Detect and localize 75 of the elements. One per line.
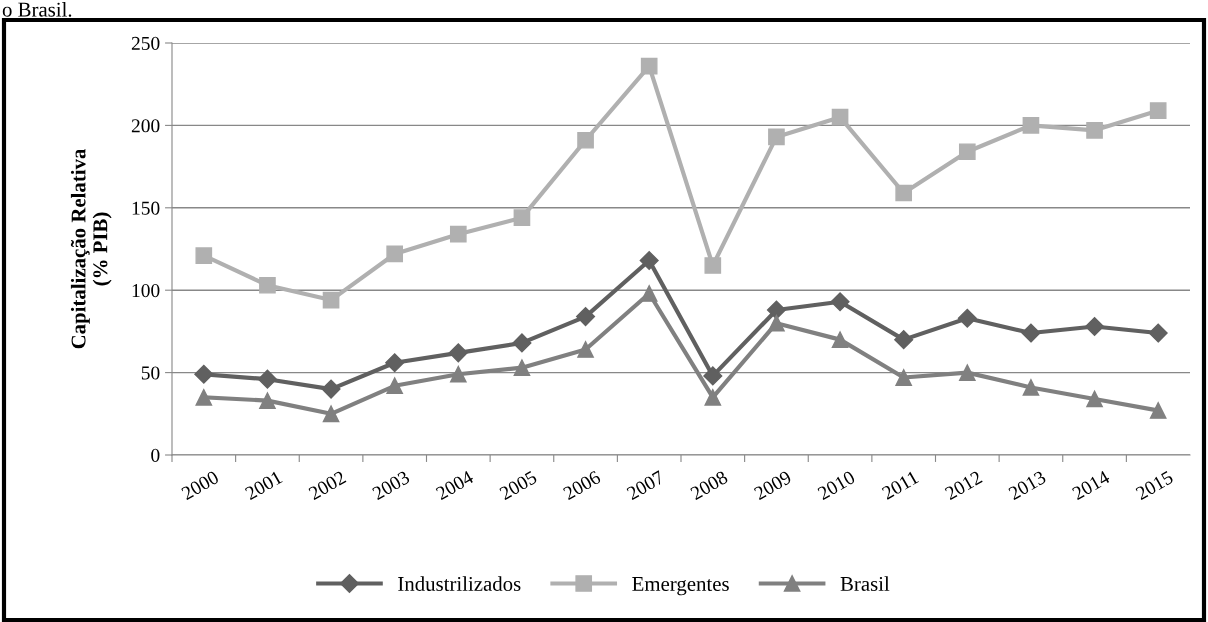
x-tick-label: 2008 (689, 470, 729, 501)
point (894, 330, 914, 350)
point (194, 364, 214, 384)
point (513, 209, 531, 227)
point (576, 307, 596, 327)
point (322, 291, 340, 309)
point (831, 108, 849, 126)
point (831, 331, 849, 348)
legend-label: Emergentes (632, 577, 729, 596)
y-tick-label: 0 (151, 448, 160, 462)
point (195, 247, 213, 264)
point (1148, 323, 1168, 343)
point (768, 128, 785, 146)
point (640, 285, 658, 302)
point (259, 276, 276, 294)
x-tick-label: 2001 (244, 470, 283, 501)
point (448, 343, 468, 363)
point (895, 369, 913, 386)
point (195, 388, 213, 406)
point (322, 405, 340, 423)
x-tick-label: 2005 (498, 470, 538, 501)
point (1086, 122, 1103, 139)
y-axis-title: Capitalização Relativa (% PIB) (70, 148, 112, 349)
y-tick-label: 250 (131, 36, 160, 50)
point (704, 388, 722, 406)
point (259, 392, 276, 409)
y-tick-label: 150 (132, 201, 160, 215)
x-tick-label: 2004 (435, 470, 475, 501)
point (768, 314, 785, 332)
x-tick-label: 2013 (1007, 470, 1047, 501)
point (830, 292, 850, 312)
legend-label: Industrilizados (398, 576, 521, 591)
x-tick-label: 2014 (1071, 470, 1111, 501)
point (1086, 390, 1103, 408)
point (385, 353, 405, 373)
point (958, 143, 976, 161)
point (703, 366, 723, 386)
point (766, 300, 786, 320)
x-tick-label: 2010 (816, 470, 856, 501)
x-tick-label: 2009 (753, 470, 793, 501)
x-tick-label: 2015 (1135, 470, 1174, 501)
point (957, 308, 977, 328)
point (321, 379, 341, 399)
point (1021, 323, 1041, 343)
point (449, 365, 467, 383)
y-tick-label: 100 (132, 284, 160, 298)
point (1085, 316, 1105, 336)
legend-label: Brasil (840, 576, 890, 591)
point (257, 369, 277, 389)
point (512, 333, 532, 353)
x-tick-label: 2003 (371, 470, 411, 501)
point (513, 359, 531, 376)
point (1022, 117, 1040, 134)
point (577, 131, 594, 149)
x-tick-label: 2012 (944, 470, 983, 501)
x-tick-label: 2007 (626, 470, 666, 501)
point (704, 257, 722, 274)
point (640, 57, 658, 75)
point (639, 251, 659, 271)
point (958, 364, 976, 381)
point (1149, 102, 1167, 119)
point (577, 341, 594, 358)
y-tick-label: 50 (141, 366, 160, 380)
point (386, 377, 404, 395)
x-tick-label: 2000 (180, 470, 220, 501)
x-tick-label: 2011 (881, 470, 920, 500)
y-tick-label: 200 (131, 119, 160, 133)
point (1022, 379, 1040, 396)
text: o Brasil. (2, 2, 72, 17)
point (386, 245, 404, 263)
point (1149, 402, 1167, 419)
x-tick-label: 2002 (307, 470, 347, 501)
point (895, 184, 913, 202)
point (449, 225, 467, 243)
x-tick-label: 2006 (562, 470, 602, 501)
